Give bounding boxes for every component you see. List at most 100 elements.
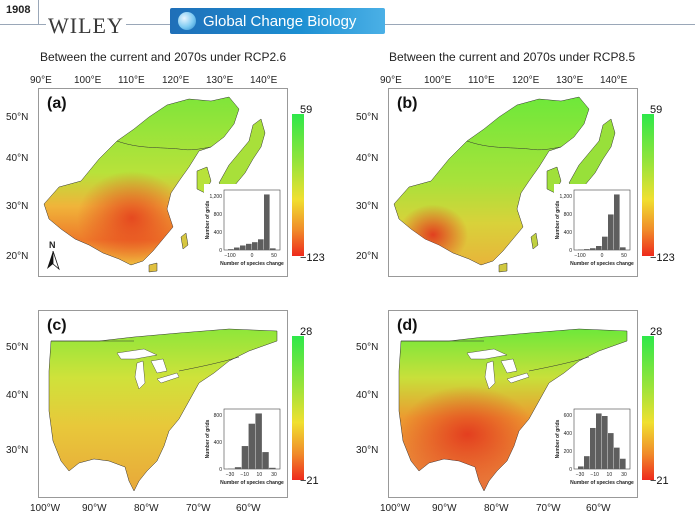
histogram-bar — [620, 458, 626, 469]
inset-y-tick: 400 — [214, 230, 223, 236]
colorbar — [642, 114, 654, 256]
inset-y-tick: 0 — [569, 248, 572, 254]
x-tick: 60°W — [586, 503, 611, 514]
inset-histogram: 0 400 800 −30 −10 10 30 Number of species chang… — [204, 403, 284, 493]
x-tick: 110°E — [118, 75, 145, 86]
y-tick: 20°N — [356, 251, 379, 262]
histogram-bar — [234, 247, 240, 250]
histogram-bar — [264, 194, 270, 250]
inset-y-tick: 800 — [564, 212, 573, 218]
histogram-bar — [234, 467, 242, 469]
histogram-bar — [584, 249, 590, 250]
panel-letter: (a) — [47, 95, 67, 112]
histogram-plot: 0 200 400 600 −30 −10 10 30 Number of species ch… — [555, 408, 634, 486]
x-tick: 70°W — [536, 503, 561, 514]
map-panel-d: 50°N 40°N 30°N — [350, 300, 695, 522]
x-tick: 110°E — [468, 75, 495, 86]
inset-x-tick: 0 — [251, 253, 254, 259]
east-asia-map — [393, 96, 616, 273]
taiwan-shape — [180, 232, 189, 250]
inset-histogram: 0 400 800 1,200 −100 0 50 Number of species cha… — [554, 184, 634, 274]
inset-x-tick: −10 — [590, 472, 599, 478]
inset-y-label: Number of grids — [205, 200, 211, 239]
histogram-bar — [584, 456, 590, 469]
inset-x-tick: 30 — [621, 472, 627, 478]
x-tick: 120°E — [162, 75, 190, 86]
taiwan-shape — [530, 232, 539, 250]
histogram-bar — [614, 447, 620, 469]
x-tick: 100°W — [30, 503, 61, 514]
histogram-bar — [262, 452, 269, 469]
y-tick: 50°N — [6, 112, 29, 123]
y-tick: 30°N — [356, 201, 379, 212]
map-area: (a) N 0 400 800 1,200 −100 0 50 Number of speci… — [38, 88, 288, 277]
x-tick: 90°W — [82, 503, 107, 514]
header-divider — [38, 0, 39, 24]
colorbar-max: 28 — [650, 326, 663, 338]
journal-title: Global Change Biology — [203, 12, 357, 30]
border-line — [466, 140, 562, 151]
histogram-bar — [246, 243, 252, 250]
north-america-map — [398, 328, 628, 492]
x-tick: 80°W — [484, 503, 509, 514]
lake-michigan — [484, 360, 496, 390]
y-tick: 30°N — [356, 445, 379, 456]
histogram-bar — [270, 248, 276, 250]
colorbar-max: 59 — [650, 104, 663, 116]
page-number: 1908 — [6, 4, 31, 16]
globe-icon — [178, 12, 196, 30]
histogram-bar — [269, 467, 276, 469]
lake-superior — [116, 348, 158, 360]
inset-y-tick: 800 — [214, 212, 223, 218]
histogram-bar — [608, 214, 614, 250]
panel-title-rcp26: Between the current and 2070s under RCP2… — [40, 50, 287, 64]
histogram-bar — [590, 427, 596, 469]
y-tick: 20°N — [6, 251, 29, 262]
inset-y-tick: 800 — [214, 413, 223, 419]
x-tick: 90°E — [380, 75, 402, 86]
hainan-shape — [498, 262, 508, 273]
histogram-bar — [620, 247, 626, 250]
histogram-bar — [602, 236, 608, 250]
inset-y-label: Number of grids — [555, 200, 561, 239]
inset-frame — [223, 189, 281, 251]
x-tick: 100°E — [424, 75, 452, 86]
histogram-bar — [240, 245, 246, 250]
journal-badge: Global Change Biology — [170, 8, 385, 34]
x-tick: 120°E — [512, 75, 540, 86]
inset-y-tick: 0 — [219, 248, 222, 254]
inset-x-tick: −10 — [240, 472, 249, 478]
border-line — [401, 340, 590, 372]
inset-x-tick: 50 — [271, 253, 277, 259]
lake-michigan — [134, 360, 146, 390]
inset-x-tick: 50 — [621, 253, 627, 259]
histogram-bar — [241, 446, 249, 469]
panel-letter: (b) — [397, 95, 418, 112]
inset-y-tick: 200 — [564, 449, 573, 455]
inset-histogram: 0 200 400 600 −30 −10 10 30 Number of species ch… — [554, 403, 634, 493]
histogram-bar — [248, 423, 256, 469]
histogram-bar — [578, 466, 584, 469]
y-tick: 50°N — [6, 342, 29, 353]
lake-erie — [506, 372, 530, 384]
inset-y-tick: 1,200 — [209, 194, 222, 200]
map-area: (c) 0 400 800 −30 −10 10 30 Number of species c… — [38, 310, 288, 498]
colorbar-min: −123 — [650, 252, 675, 264]
y-tick: 40°N — [6, 153, 29, 164]
inset-x-tick: 30 — [271, 472, 277, 478]
inset-x-label: Number of species change — [220, 480, 284, 486]
colorbar-max: 28 — [300, 326, 313, 338]
x-tick: 90°W — [432, 503, 457, 514]
inset-x-tick: −30 — [576, 472, 585, 478]
north-arrow-icon: N — [45, 240, 61, 271]
inset-x-label: Number of species change — [570, 261, 634, 267]
histogram-bar — [596, 246, 602, 250]
histogram-bar — [614, 194, 620, 250]
colorbar-min: −21 — [650, 475, 669, 487]
inset-y-tick: 600 — [564, 413, 573, 419]
histogram-bar — [258, 239, 264, 250]
y-tick: 40°N — [356, 153, 379, 164]
colorbar-min: −123 — [300, 252, 325, 264]
